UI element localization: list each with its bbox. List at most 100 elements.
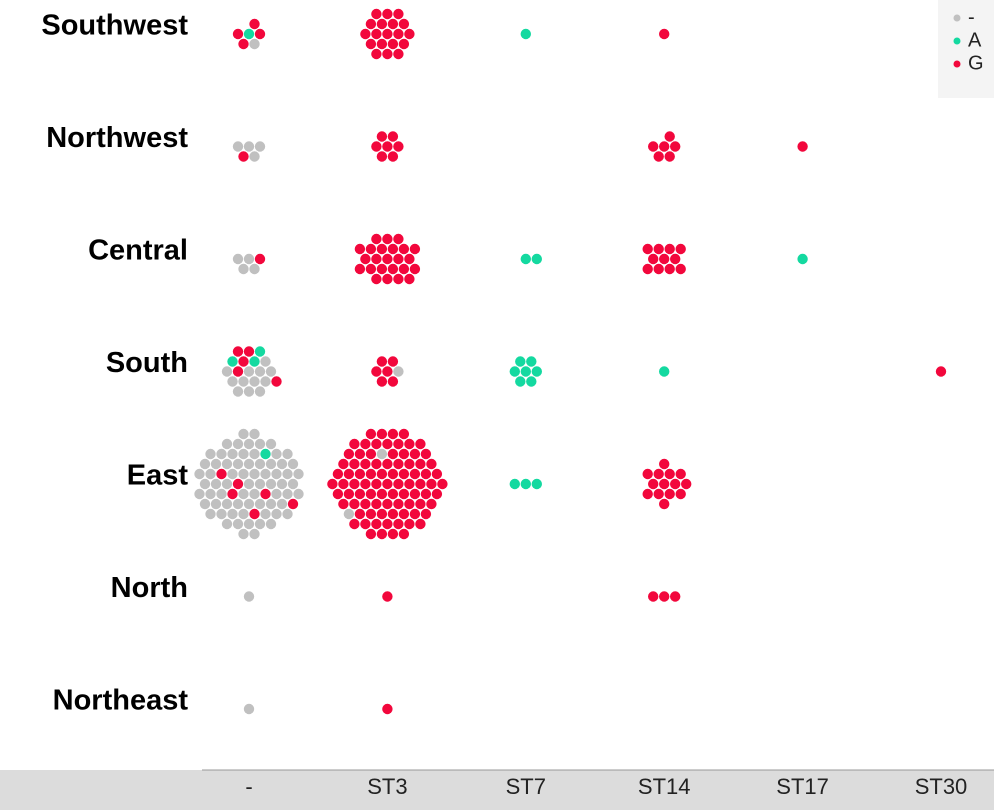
- dot: [271, 376, 282, 387]
- dot: [243, 141, 255, 152]
- dot: [232, 518, 244, 530]
- dot: [282, 448, 293, 460]
- dot: [227, 376, 238, 387]
- dot: [664, 151, 675, 162]
- dot: [243, 591, 255, 602]
- dot: [420, 488, 432, 500]
- dot: [243, 498, 255, 510]
- dot: [338, 498, 349, 510]
- dot: [232, 498, 244, 510]
- x-tick-label: -: [245, 774, 252, 799]
- dot: [332, 468, 344, 480]
- dot: [387, 488, 399, 500]
- dot: [210, 478, 222, 490]
- dot: [354, 488, 366, 500]
- dot: [360, 253, 371, 265]
- dot: [398, 18, 410, 30]
- dot: [520, 28, 531, 40]
- dot: [232, 253, 244, 265]
- dot: [409, 488, 421, 500]
- x-tick-label: ST3: [367, 774, 407, 799]
- dot: [354, 263, 366, 275]
- dot: [797, 141, 808, 152]
- dot: [238, 508, 249, 520]
- dot: [232, 458, 244, 470]
- dot: [371, 478, 382, 490]
- dot: [393, 498, 404, 510]
- dot: [376, 488, 388, 500]
- dot: [216, 508, 227, 520]
- dot: [382, 48, 393, 60]
- dot: [387, 468, 399, 480]
- dot: [354, 243, 366, 255]
- dot: [382, 498, 393, 510]
- dot: [238, 376, 249, 387]
- dot: [243, 703, 255, 715]
- dot: [238, 428, 249, 440]
- dot: [343, 508, 355, 520]
- dot: [387, 508, 399, 520]
- dot: [393, 48, 404, 60]
- dot: [398, 508, 410, 520]
- dot: [260, 508, 271, 520]
- dot: [243, 458, 255, 470]
- legend-marker: [953, 60, 961, 68]
- dot: [282, 488, 293, 500]
- dot: [404, 458, 415, 470]
- x-tick-label: ST30: [915, 774, 968, 799]
- dot: [659, 28, 670, 40]
- dot: [227, 508, 238, 520]
- dot: [354, 468, 366, 480]
- dot: [371, 518, 382, 530]
- dot: [243, 366, 255, 377]
- row-label: Northeast: [53, 685, 189, 717]
- dot: [653, 151, 664, 162]
- dot: [265, 498, 277, 510]
- dot: [398, 448, 410, 460]
- dot: [205, 448, 216, 460]
- dot: [349, 518, 360, 530]
- dot: [287, 478, 299, 490]
- dot: [343, 488, 355, 500]
- dot: [382, 273, 393, 285]
- dot: [271, 488, 282, 500]
- dot: [371, 438, 382, 450]
- dot: [376, 468, 388, 480]
- dot: [398, 38, 410, 50]
- dot: [343, 468, 355, 480]
- dot: [376, 131, 388, 142]
- dot: [254, 438, 266, 450]
- dot: [265, 366, 277, 377]
- dot: [664, 131, 675, 142]
- dot: [431, 468, 443, 480]
- dot: [216, 448, 227, 460]
- dot: [338, 458, 349, 470]
- dot: [659, 591, 670, 602]
- dot: [935, 366, 947, 377]
- dot: [648, 478, 659, 490]
- dot: [254, 141, 266, 152]
- dot: [382, 591, 393, 602]
- x-axis-band: [0, 770, 994, 810]
- dot: [287, 498, 299, 510]
- row-label: Central: [88, 235, 188, 267]
- dot: [249, 376, 260, 387]
- dot: [393, 478, 404, 490]
- dot: [387, 18, 399, 30]
- dot: [404, 498, 415, 510]
- dot: [398, 263, 410, 275]
- dot: [360, 478, 371, 490]
- dot: [681, 478, 692, 490]
- dot: [199, 478, 211, 490]
- dot: [393, 366, 404, 377]
- dot: [249, 528, 260, 540]
- dot: [387, 131, 399, 142]
- dot: [232, 141, 244, 152]
- dot: [254, 478, 266, 490]
- dot: [238, 448, 249, 460]
- dot: [371, 458, 382, 470]
- dot: [360, 28, 371, 40]
- dot: [376, 151, 388, 162]
- dot: [520, 253, 531, 265]
